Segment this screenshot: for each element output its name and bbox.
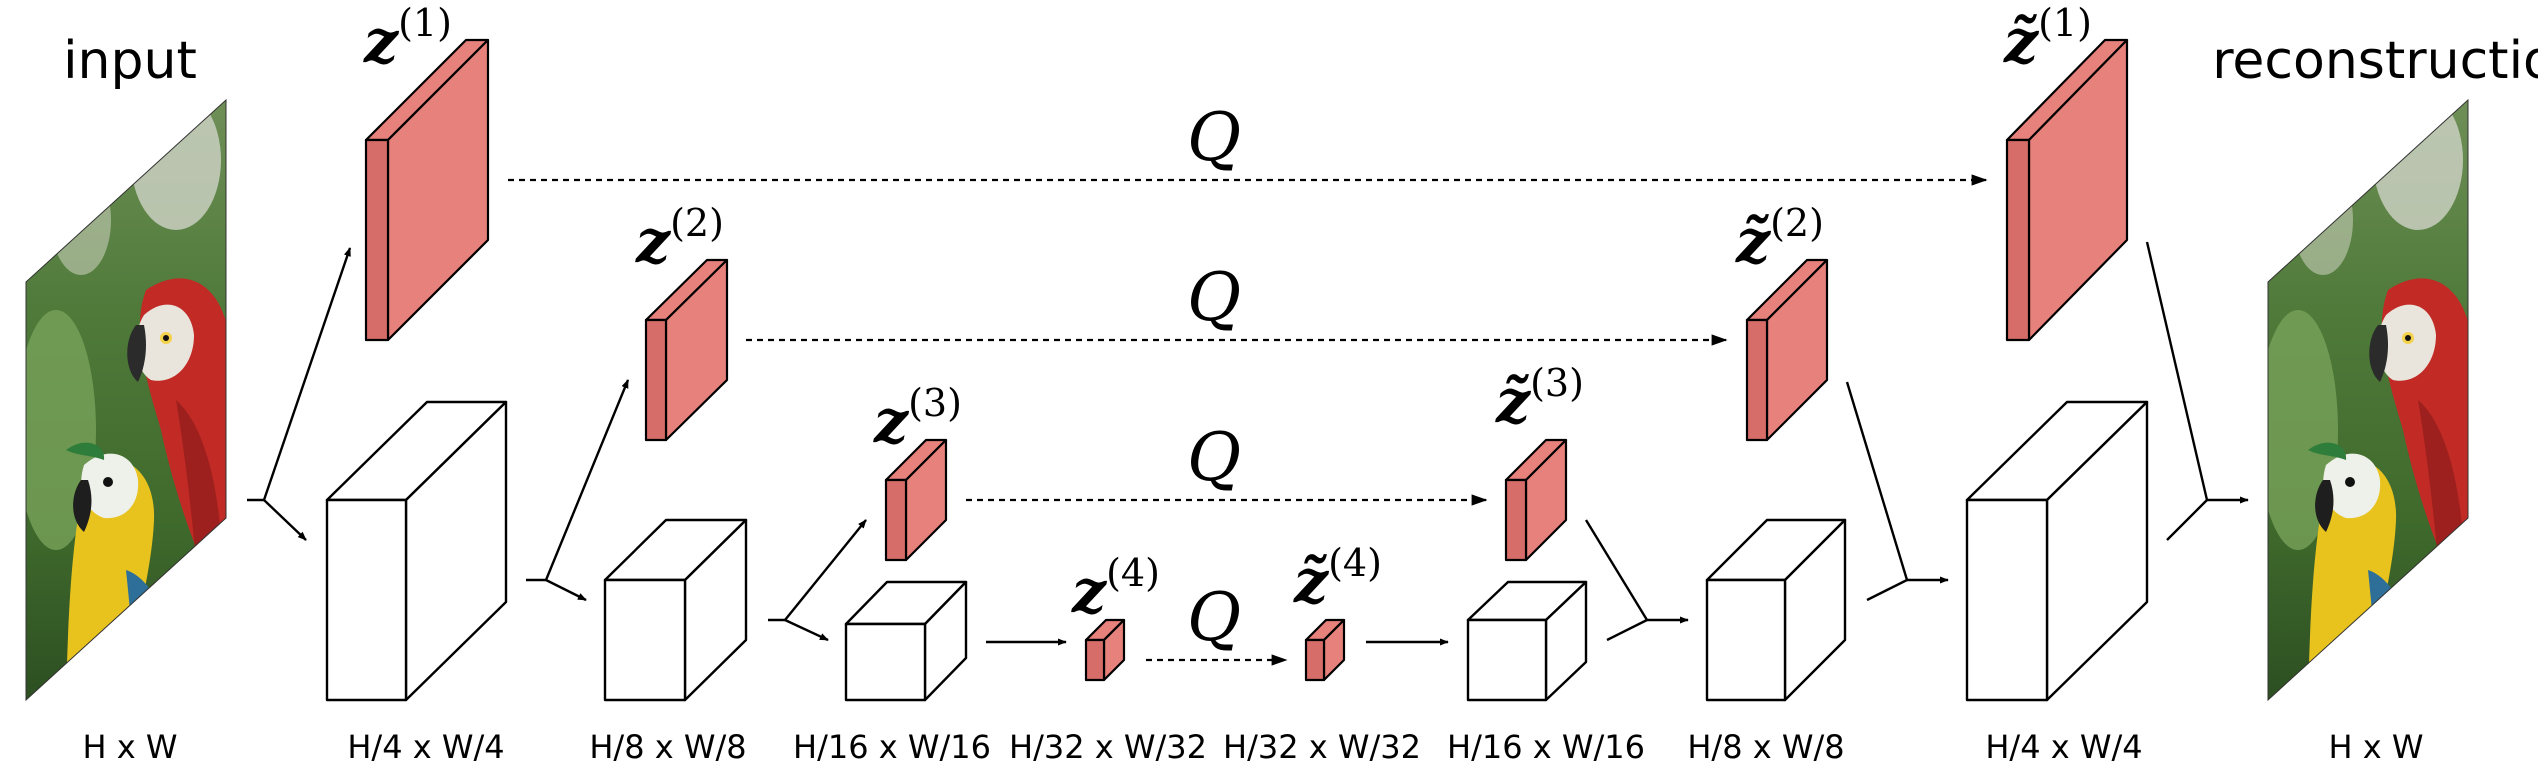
resolution-labels: H x W H/4 x W/4 H/8 x W/8 H/16 x W/16 H/… [83,728,2424,766]
q-label-3: Q [1187,419,1241,496]
q-label-4: Q [1187,579,1241,656]
latent-block-zt4 [1304,618,1346,682]
feature-block-dec2 [1705,518,1847,702]
res-enc2: H/8 x W/8 [589,728,746,766]
latent-block-zt2 [1745,258,1829,442]
q-label-1: Q [1187,99,1241,176]
zt2-label: z̃(2) [1735,201,1824,277]
res-input: H x W [83,728,178,766]
zt3-label: z̃(3) [1495,361,1584,437]
latent-labels: z(1) z(2) z(3) z(4) z̃(1) z̃(2) z̃(3) z̃… [363,1,2092,627]
latent-block-zt3 [1504,438,1568,562]
reconstruction-label: reconstruction [2212,31,2538,91]
res-enc4: H/32 x W/32 [1009,728,1207,766]
latent-block-z3 [884,438,948,562]
reconstruction-image-frame [2267,98,2469,702]
arrow-zt1-merge [2145,241,2209,501]
arrow-to-z2 [544,379,630,581]
res-enc1: H/4 x W/4 [347,728,504,766]
res-output: H x W [2329,728,2424,766]
z3-label: z(3) [873,381,962,457]
arrow-dec3-merge [1606,618,1648,642]
z1-label: z(1) [363,1,452,77]
z2-label: z(2) [635,201,724,277]
arrow-to-enc2 [545,578,587,602]
quantization-arrows [508,174,1988,666]
arrow-to-z3 [784,519,867,621]
feature-block-enc3 [844,580,968,702]
latent-block-z2 [644,258,729,442]
reconstruction-image [2268,100,2468,700]
feature-block-dec3 [1466,580,1588,702]
latent-block-z1 [364,38,490,342]
latent-block-z4 [1084,618,1126,682]
input-image-frame [25,98,227,702]
z4-label: z(4) [1071,551,1160,627]
res-dec4: H/32 x W/32 [1223,728,1421,766]
feature-block-enc2 [603,518,748,702]
q-label-2: Q [1187,259,1241,336]
res-enc3: H/16 x W/16 [793,728,991,766]
arrow-dec1-merge [2166,499,2208,541]
latent-block-zt1 [2005,38,2129,342]
arrow-to-enc3 [784,618,829,642]
res-dec2: H/8 x W/8 [1687,728,1844,766]
res-dec3: H/16 x W/16 [1447,728,1645,766]
input-label: input [63,31,197,91]
zt4-label: z̃(4) [1293,541,1382,617]
flow-arrows [247,241,2249,646]
input-image [26,100,226,700]
arrow-dec2-merge [1866,578,1908,602]
feature-block-dec1 [1965,400,2149,702]
arrow-to-z1 [262,247,352,501]
feature-blocks [325,400,2149,702]
latent-blocks [364,38,2129,682]
res-dec1: H/4 x W/4 [1985,728,2142,766]
zt1-label: z̃(1) [2003,1,2092,77]
feature-block-enc1 [325,400,508,702]
arrow-to-enc1 [263,499,307,541]
arrow-zt2-merge [1845,381,1909,581]
arrow-zt3-merge [1584,519,1649,621]
